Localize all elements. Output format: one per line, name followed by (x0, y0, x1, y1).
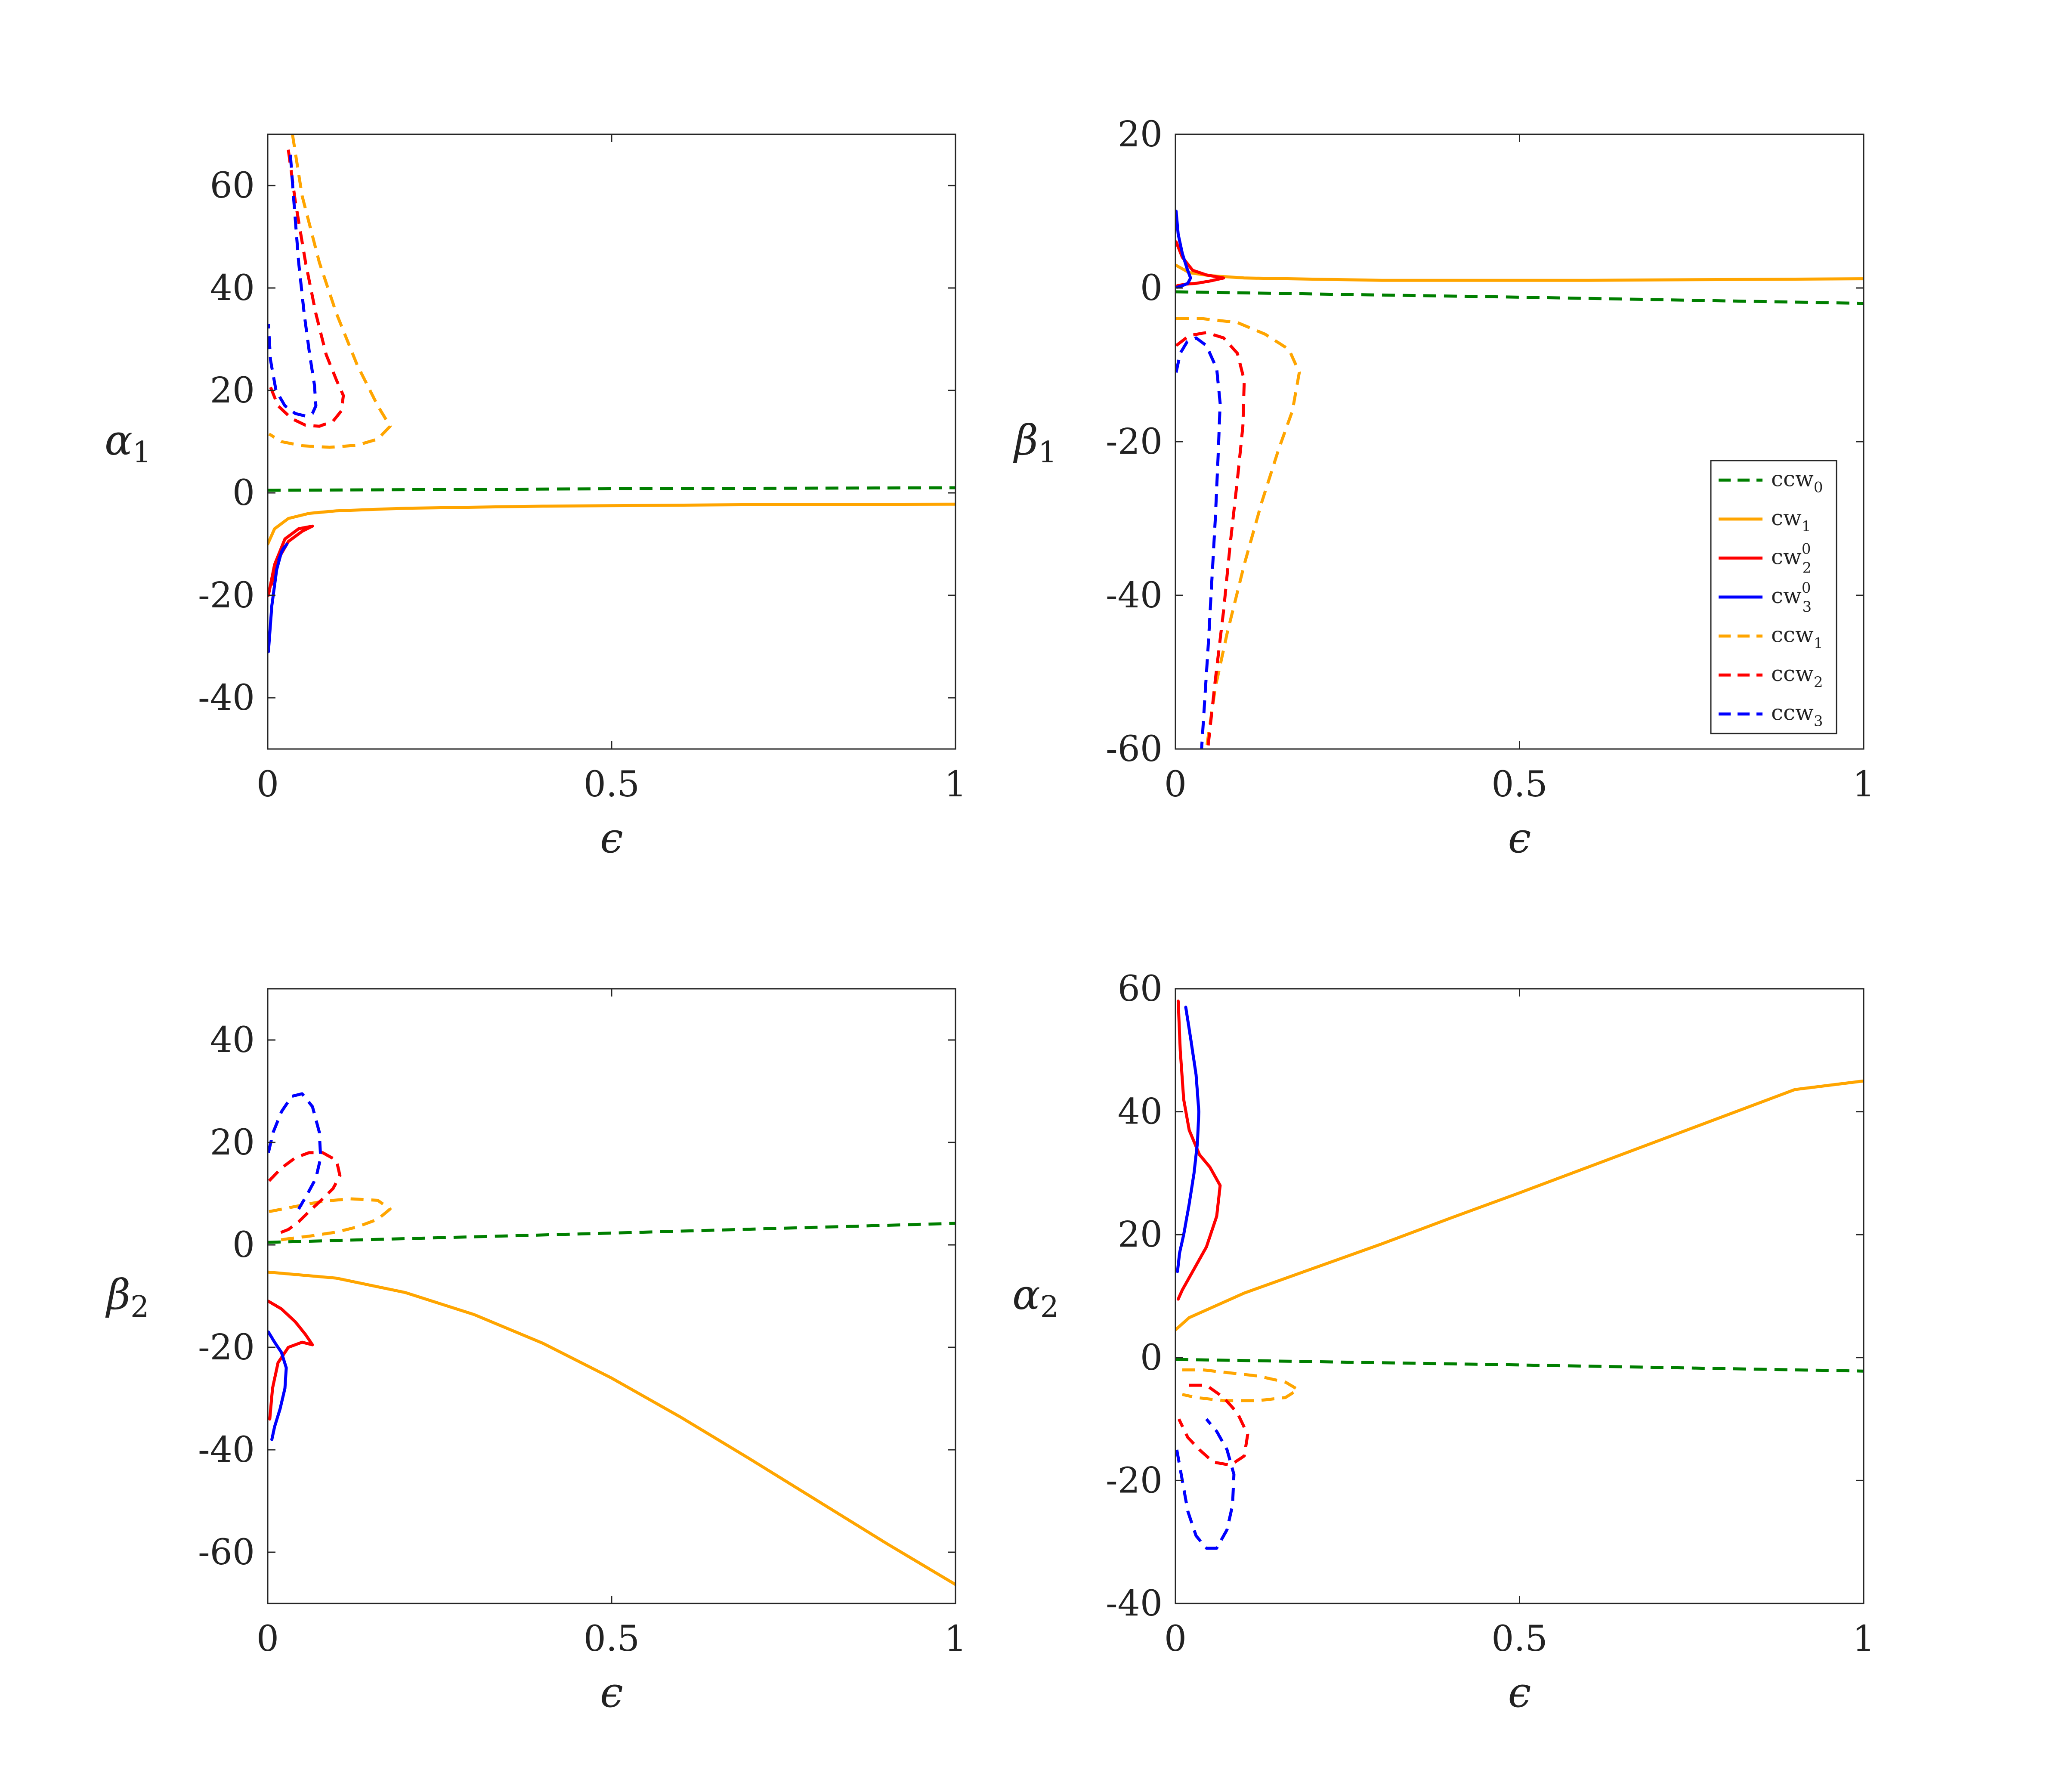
alpha1-ccw1-line (268, 134, 392, 449)
alpha2-y-axis-label: α2 (1012, 1271, 1059, 1324)
alpha1-cw3-line (268, 542, 289, 653)
beta2-ticks: 0 0.5 1 -60 -40 -20 0 20 40 (198, 989, 967, 1659)
beta1-ytick-label: -40 (1106, 575, 1163, 616)
beta1-xtick-label: 0.5 (1491, 764, 1547, 805)
beta2-ytick-label: -60 (198, 1532, 255, 1573)
alpha2-y-axis-label-base: α (1012, 1271, 1040, 1319)
beta2-y-axis-label: β2 (105, 1271, 149, 1324)
beta2-ccw0-line (268, 1222, 955, 1244)
beta1-ytick-label: -20 (1106, 421, 1163, 462)
alpha2-ccw3-line (1175, 1418, 1236, 1550)
beta2-ccw3-line (268, 1092, 322, 1210)
beta2-ytick-label: 20 (210, 1122, 255, 1163)
alpha2-x-axis-label: ϵ (1508, 1668, 1531, 1717)
alpha2-ytick-label: 40 (1118, 1092, 1163, 1133)
beta2-cw1-line (268, 1270, 955, 1586)
beta1-ticks: 0 0.5 1 -60 -40 -20 0 20 (1106, 114, 1875, 805)
legend-label: cw0 3 (1771, 579, 1812, 616)
alpha1-ytick-label: -40 (198, 678, 255, 718)
legend-label: ccw3 (1771, 700, 1823, 730)
alpha1-ccw3-line (268, 155, 318, 418)
beta2-y-axis-label-sub: 2 (130, 1290, 149, 1324)
beta2-y-axis-label-base: β (105, 1271, 131, 1319)
beta1-ccw3-line (1175, 336, 1222, 749)
alpha1-x-axis-label: ϵ (600, 814, 623, 862)
beta2-xtick-label: 0.5 (584, 1619, 640, 1659)
alpha1-ytick-label: 60 (210, 165, 255, 206)
alpha2-ticks: 0 0.5 1 -40 -20 0 20 40 60 (1106, 969, 1875, 1659)
beta2-cw2-line (268, 1300, 314, 1421)
beta1-ytick-label: 0 (1140, 268, 1163, 309)
alpha1-series (268, 134, 955, 653)
beta2-ytick-label: -40 (198, 1430, 255, 1470)
legend-label: ccw2 (1771, 661, 1823, 691)
alpha1-ticks: 0 0.5 1 -40 -20 0 20 40 60 (198, 134, 967, 805)
alpha2-ytick-label: -20 (1106, 1460, 1163, 1501)
alpha2-ytick-label: 20 (1118, 1214, 1163, 1255)
legend-label: cw1 (1771, 505, 1811, 535)
beta1-ccw1-line (1176, 317, 1301, 749)
beta1-ccw2-line (1175, 331, 1246, 749)
alpha2-xtick-label: 0.5 (1491, 1619, 1547, 1659)
alpha2-panel: 0 0.5 1 -40 -20 0 20 40 60 ϵ α2 (1012, 969, 1875, 1717)
beta2-ytick-label: 40 (210, 1020, 255, 1061)
beta1-y-axis-label: β1 (1013, 416, 1057, 470)
beta1-xtick-label: 1 (1852, 764, 1875, 805)
alpha1-ytick-label: 40 (210, 268, 255, 309)
alpha2-xtick-label: 1 (1852, 1619, 1875, 1659)
beta1-x-axis-label: ϵ (1508, 814, 1531, 862)
alpha2-ccw0-line (1175, 1358, 1864, 1373)
alpha1-ytick-label: 20 (210, 370, 255, 411)
alpha1-ytick-label: 0 (232, 473, 255, 514)
alpha2-ytick-label: -40 (1106, 1583, 1163, 1624)
alpha2-cw2-line (1176, 1000, 1222, 1301)
beta2-xtick-label: 0 (257, 1619, 279, 1659)
alpha1-cw1-line (268, 502, 955, 546)
alpha1-y-axis-label: α1 (105, 416, 151, 470)
beta1-ytick-label: -60 (1106, 729, 1163, 770)
beta2-ytick-label: -20 (198, 1327, 255, 1368)
alpha1-xtick-label: 0.5 (584, 764, 640, 805)
legend-label: ccw1 (1771, 622, 1823, 652)
alpha2-series (1175, 1000, 1864, 1550)
alpha2-ytick-label: 0 (1140, 1337, 1163, 1378)
beta2-series (268, 1092, 955, 1586)
alpha2-xtick-label: 0 (1164, 1619, 1187, 1659)
beta2-xtick-label: 1 (944, 1619, 967, 1659)
alpha1-y-axis-label-base: α (105, 416, 133, 464)
alpha1-xtick-label: 0 (257, 764, 279, 805)
beta1-ccw0-line (1175, 290, 1864, 305)
beta2-x-axis-label: ϵ (600, 1668, 623, 1717)
beta1-y-axis-label-base: β (1013, 416, 1039, 464)
beta1-series (1175, 210, 1864, 749)
beta1-cw3-line (1175, 210, 1192, 289)
alpha1-ccw2-line (268, 149, 345, 428)
alpha2-cw1-line (1175, 1079, 1864, 1331)
alpha2-cw3-line (1176, 1006, 1200, 1273)
alpha2-y-axis-label-sub: 2 (1040, 1290, 1059, 1324)
legend-label: ccw0 (1771, 466, 1823, 496)
beta2-ccw2-line (268, 1151, 342, 1235)
alpha2-ccw2-line (1177, 1383, 1249, 1467)
alpha1-xtick-label: 1 (944, 764, 967, 805)
beta2-panel: 0 0.5 1 -60 -40 -20 0 20 40 ϵ β2 (105, 988, 967, 1717)
beta1-y-axis-label-sub: 1 (1038, 436, 1057, 470)
alpha1-ccw0-line (268, 486, 955, 492)
beta1-ytick-label: 20 (1118, 114, 1163, 155)
beta2-cw3-line (268, 1330, 288, 1441)
alpha2-ytick-label: 60 (1118, 969, 1163, 1009)
alpha1-y-axis-label-sub: 1 (133, 436, 151, 470)
beta1-xtick-label: 0 (1164, 764, 1187, 805)
beta2-ytick-label: 0 (232, 1225, 255, 1266)
alpha1-ytick-label: -20 (198, 575, 255, 616)
legend-label: cw0 2 (1771, 540, 1812, 576)
